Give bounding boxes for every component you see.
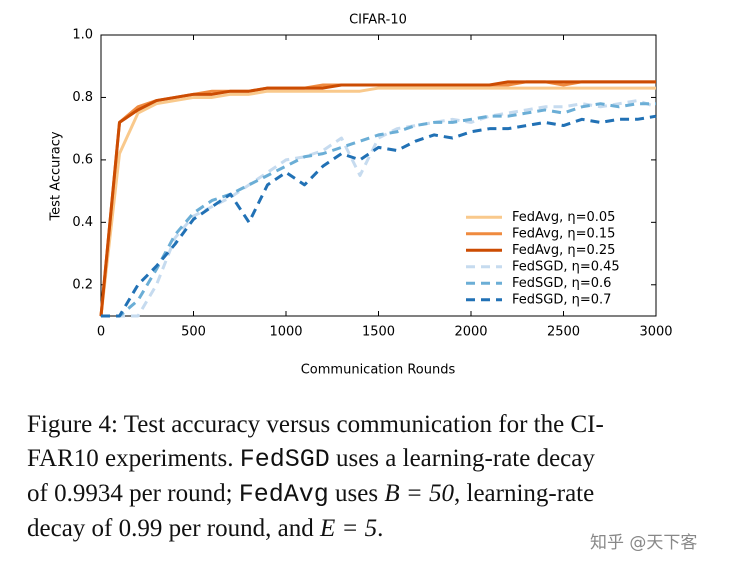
y-tick-label: 0.2	[72, 277, 93, 292]
y-tick-label: 0.8	[72, 90, 93, 105]
legend-label: FedSGD, η=0.45	[512, 259, 620, 274]
x-tick-label: 1500	[362, 325, 395, 340]
x-tick-label: 0	[97, 325, 105, 340]
caption-text: FAR10 experiments.	[27, 445, 240, 472]
caption-text: decay of 0.99 per round, and	[27, 515, 320, 542]
series-line	[101, 114, 657, 318]
y-tick-label: 0.4	[72, 215, 93, 230]
chart: CIFAR-10 Communication Rounds Test Accur…	[49, 13, 673, 378]
caption: Figure 4: Test accuracy versus communica…	[27, 408, 727, 546]
caption-line: decay of 0.99 per round, and E = 5.	[27, 512, 727, 546]
x-tick-label: 2000	[454, 325, 487, 340]
legend-label: FedAvg, η=0.05	[512, 210, 615, 225]
caption-line: of 0.9934 per round; FedAvg uses B = 50,…	[27, 477, 727, 512]
legend-label: FedSGD, η=0.7	[512, 292, 611, 307]
caption-line: Figure 4: Test accuracy versus communica…	[27, 408, 727, 442]
caption-text: of 0.9934 per round;	[27, 480, 239, 507]
caption-text: Figure 4: Test accuracy versus communica…	[27, 411, 604, 438]
series-line	[101, 102, 656, 318]
series-line	[99, 80, 656, 317]
x-axis-label: Communication Rounds	[301, 363, 456, 378]
y-tick-label: 0.6	[72, 152, 93, 167]
caption-text: .	[377, 515, 384, 542]
caption-text: E = 5	[319, 515, 378, 542]
caption-text: , learning-rate	[454, 480, 595, 507]
legend-label: FedSGD, η=0.6	[512, 276, 611, 291]
watermark: 知乎 @天下客	[590, 533, 698, 553]
chart-title: CIFAR-10	[349, 13, 407, 28]
x-tick-label: 1000	[269, 325, 302, 340]
y-tick-label: 1.0	[72, 28, 93, 43]
caption-text: B = 50	[384, 480, 455, 507]
caption-text: uses	[328, 480, 385, 507]
caption-line: FAR10 experiments. FedSGD uses a learnin…	[27, 442, 727, 477]
series-line	[101, 99, 657, 318]
caption-text: FedAvg	[238, 480, 329, 509]
series-line	[99, 86, 656, 317]
caption-text: uses a learning-rate decay	[329, 445, 595, 472]
y-axis-label: Test Accuracy	[49, 131, 64, 221]
caption-text: FedSGD	[239, 445, 330, 474]
x-tick-label: 500	[181, 325, 206, 340]
legend-label: FedAvg, η=0.25	[512, 243, 615, 258]
x-tick-label: 2500	[547, 325, 580, 340]
x-tick-label: 3000	[639, 325, 672, 340]
legend-label: FedAvg, η=0.15	[512, 226, 615, 241]
